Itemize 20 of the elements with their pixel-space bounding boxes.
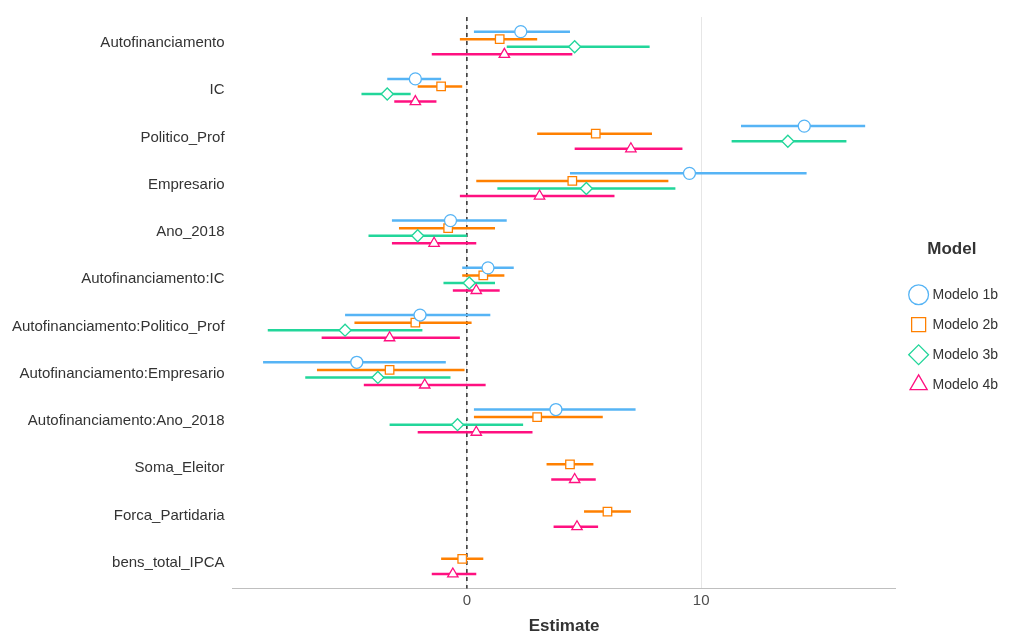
y-tick-label: Forca_Partidaria (113, 505, 226, 523)
legend-label: Modelo 4b (932, 375, 999, 392)
x-tick-label: 10 (692, 590, 710, 608)
legend-label: Modelo 3b (932, 345, 999, 362)
y-tick-label: Autofinanciamento (100, 33, 225, 51)
y-tick-label: Ano_2018 (156, 222, 225, 240)
y-tick-label: Empresario (147, 174, 225, 192)
y-tick-label: IC (209, 80, 225, 98)
x-axis-title: Estimate (528, 616, 600, 636)
legend-title: Model (927, 239, 977, 259)
y-tick-label: bens_total_IPCA (112, 552, 225, 570)
x-tick-label: 0 (462, 590, 472, 608)
y-tick-label: Autofinanciamento:Empresario (19, 363, 225, 381)
y-tick-label: Autofinanciamento:IC (81, 269, 225, 287)
y-tick-label: Politico_Prof (140, 127, 226, 145)
legend-label: Modelo 2b (932, 315, 999, 332)
legend-label: Modelo 1b (932, 285, 999, 302)
y-tick-label: Soma_Eleitor (134, 458, 225, 476)
y-tick-label: Autofinanciamento:Politico_Prof (12, 316, 226, 334)
y-tick-label: Autofinanciamento:Ano_2018 (27, 411, 225, 429)
